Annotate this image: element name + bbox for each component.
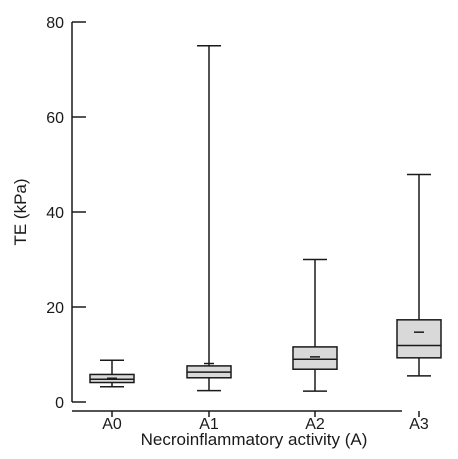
x-tick-label-A3: A3: [409, 416, 429, 433]
y-axis-label: TE (kPa): [11, 178, 30, 245]
x-axis-label: Necroinflammatory activity (A): [141, 430, 368, 449]
boxes: [89, 45, 442, 392]
iqr-box-A3: [396, 319, 442, 359]
x-tick-label-A0: A0: [102, 416, 122, 433]
y-axis: 0 20 40 60 80: [46, 15, 86, 412]
box-A3: [396, 173, 442, 377]
box-A2: [292, 258, 338, 392]
box-A0: [89, 359, 135, 388]
x-tick-label-A2: A2: [305, 416, 325, 433]
x-axis: A0 A1 A2 A3: [72, 410, 429, 433]
x-tick-label-A1: A1: [199, 416, 219, 433]
y-tick-label-20: 20: [46, 300, 64, 317]
y-tick-label-60: 60: [46, 110, 64, 127]
y-tick-label-0: 0: [55, 395, 64, 412]
iqr-box-A2: [292, 346, 338, 370]
y-tick-label-40: 40: [46, 205, 64, 222]
y-tick-label-80: 80: [46, 15, 64, 32]
box-A1: [186, 45, 232, 392]
